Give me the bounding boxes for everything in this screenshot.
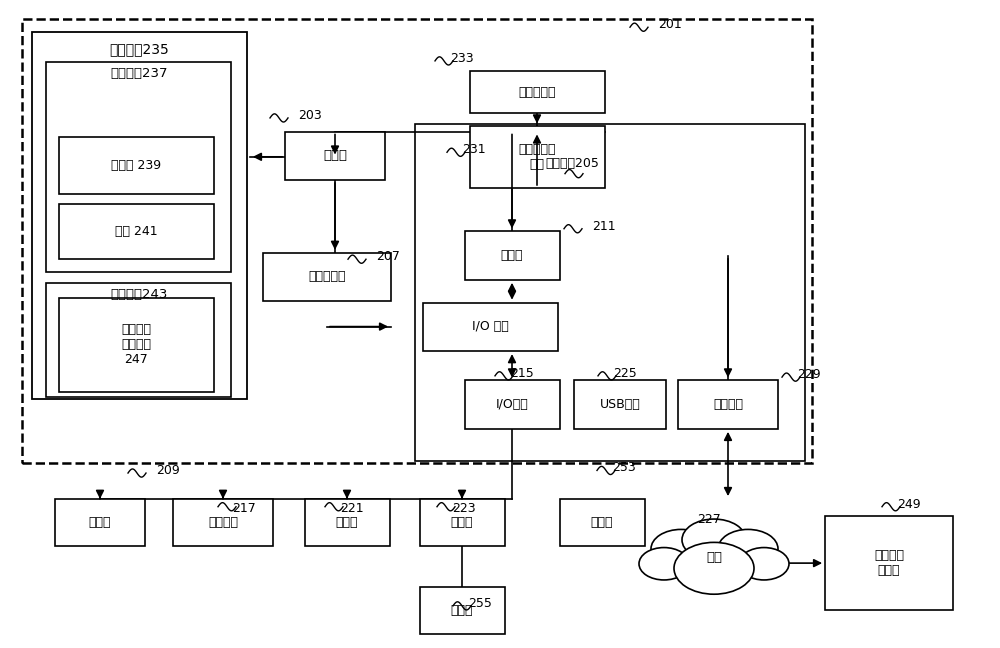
FancyBboxPatch shape bbox=[825, 516, 953, 610]
Circle shape bbox=[739, 548, 789, 580]
Text: 系统内存235: 系统内存235 bbox=[109, 42, 169, 56]
Text: 网络: 网络 bbox=[706, 551, 722, 564]
Text: 硬盘驱动器
接口: 硬盘驱动器 接口 bbox=[518, 143, 556, 171]
Circle shape bbox=[682, 519, 746, 561]
FancyBboxPatch shape bbox=[59, 204, 214, 259]
Text: 223: 223 bbox=[452, 502, 476, 515]
Text: 解析器 239: 解析器 239 bbox=[111, 159, 161, 172]
Text: 系统总线205: 系统总线205 bbox=[545, 157, 599, 170]
Text: 硬盘驱动器: 硬盘驱动器 bbox=[518, 86, 556, 98]
FancyBboxPatch shape bbox=[470, 126, 605, 188]
Text: 软件部署
服务器: 软件部署 服务器 bbox=[874, 549, 904, 577]
FancyBboxPatch shape bbox=[55, 499, 145, 546]
FancyBboxPatch shape bbox=[574, 380, 666, 429]
Circle shape bbox=[674, 542, 754, 594]
Text: 209: 209 bbox=[156, 464, 180, 477]
Text: 225: 225 bbox=[613, 367, 637, 380]
FancyBboxPatch shape bbox=[285, 132, 385, 180]
Text: 215: 215 bbox=[510, 367, 534, 380]
Text: 253: 253 bbox=[612, 461, 636, 474]
Text: 摄像头: 摄像头 bbox=[451, 604, 473, 617]
Text: 显示适配器: 显示适配器 bbox=[308, 270, 346, 283]
FancyBboxPatch shape bbox=[32, 32, 247, 399]
Text: 内核 241: 内核 241 bbox=[115, 226, 157, 238]
FancyBboxPatch shape bbox=[46, 62, 231, 272]
Text: 网络接口: 网络接口 bbox=[713, 398, 743, 411]
Text: 媒体盘: 媒体盘 bbox=[336, 516, 358, 529]
Text: 处理器: 处理器 bbox=[323, 149, 347, 162]
FancyBboxPatch shape bbox=[420, 499, 505, 546]
Text: 显示器: 显示器 bbox=[89, 516, 111, 529]
Text: 207: 207 bbox=[376, 250, 400, 263]
Circle shape bbox=[639, 548, 689, 580]
Text: 231: 231 bbox=[462, 143, 486, 156]
Text: USB端口: USB端口 bbox=[600, 398, 640, 411]
Text: 221: 221 bbox=[340, 502, 364, 515]
Text: 249: 249 bbox=[897, 498, 921, 511]
FancyBboxPatch shape bbox=[415, 124, 805, 461]
Text: 输入设备: 输入设备 bbox=[208, 516, 238, 529]
Text: 255: 255 bbox=[468, 597, 492, 610]
Text: 229: 229 bbox=[797, 368, 821, 381]
Text: I/O接口: I/O接口 bbox=[496, 398, 528, 411]
Text: 227: 227 bbox=[697, 513, 721, 526]
Text: 233: 233 bbox=[450, 52, 474, 65]
Text: 203: 203 bbox=[298, 109, 322, 122]
Text: 217: 217 bbox=[232, 502, 256, 515]
FancyBboxPatch shape bbox=[423, 303, 558, 351]
FancyBboxPatch shape bbox=[465, 380, 560, 429]
Text: 应用程序243: 应用程序243 bbox=[110, 288, 168, 301]
FancyBboxPatch shape bbox=[59, 298, 214, 392]
FancyBboxPatch shape bbox=[305, 499, 390, 546]
Text: 收发器: 收发器 bbox=[451, 516, 473, 529]
Circle shape bbox=[651, 529, 711, 568]
Text: 传感器: 传感器 bbox=[591, 516, 613, 529]
Text: 自动驾驶
相关程序
247: 自动驾驶 相关程序 247 bbox=[121, 323, 151, 366]
FancyBboxPatch shape bbox=[46, 283, 231, 397]
FancyBboxPatch shape bbox=[420, 587, 505, 634]
FancyBboxPatch shape bbox=[173, 499, 273, 546]
FancyBboxPatch shape bbox=[59, 137, 214, 194]
FancyBboxPatch shape bbox=[22, 19, 812, 463]
FancyBboxPatch shape bbox=[465, 231, 560, 280]
FancyBboxPatch shape bbox=[560, 499, 645, 546]
FancyBboxPatch shape bbox=[678, 380, 778, 429]
Text: 201: 201 bbox=[658, 18, 682, 31]
FancyBboxPatch shape bbox=[470, 71, 605, 113]
Text: 操作系统237: 操作系统237 bbox=[110, 67, 168, 80]
Text: 总线桥: 总线桥 bbox=[501, 249, 523, 262]
Text: I/O 总线: I/O 总线 bbox=[472, 320, 508, 333]
Circle shape bbox=[718, 529, 778, 568]
Text: 211: 211 bbox=[592, 220, 616, 233]
FancyBboxPatch shape bbox=[263, 253, 391, 301]
